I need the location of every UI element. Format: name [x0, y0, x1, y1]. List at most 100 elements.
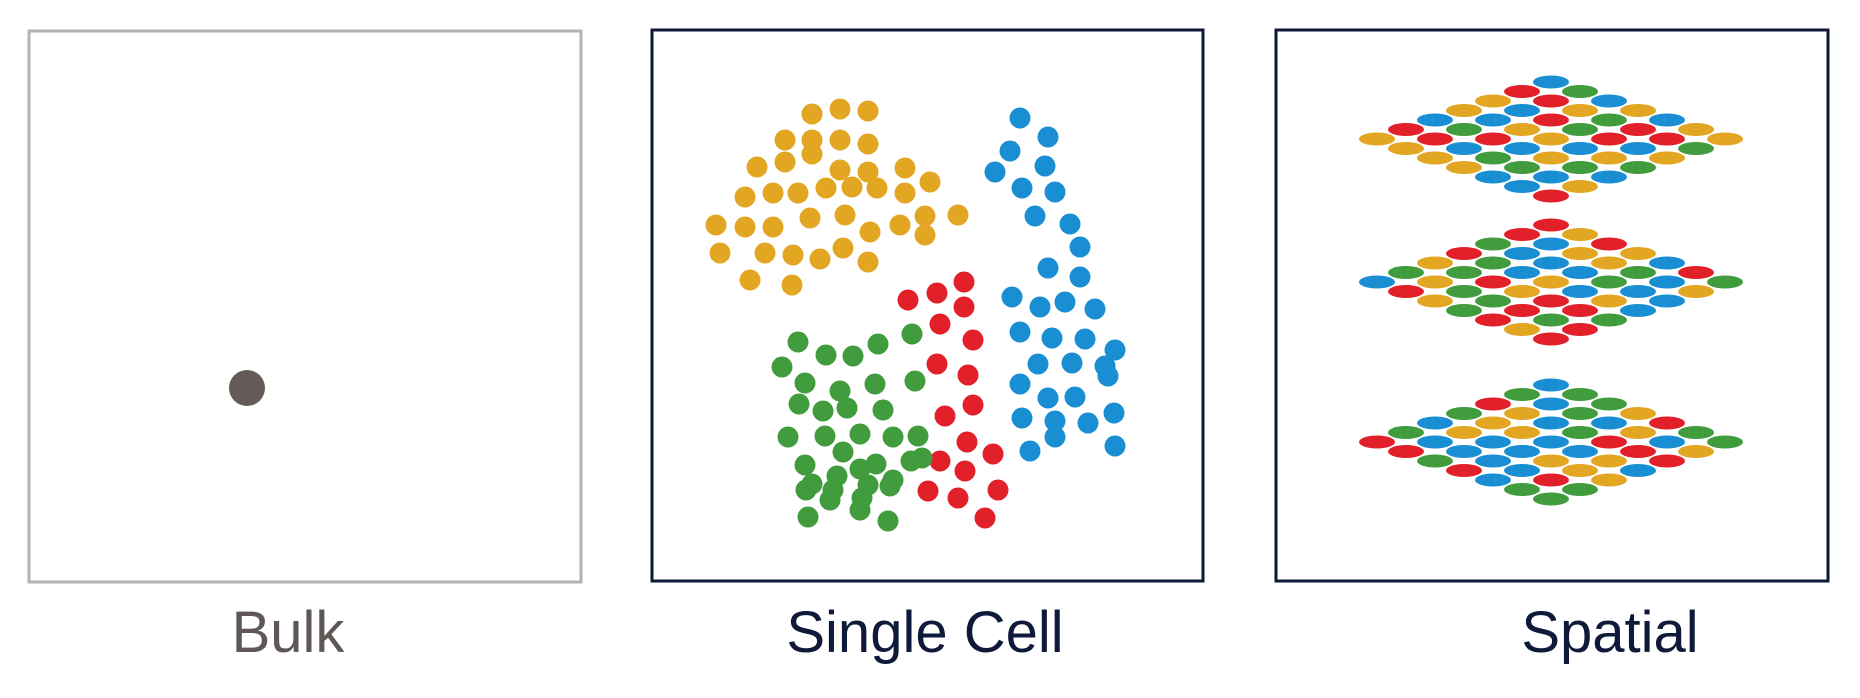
single-cell-blue-dot: [1044, 181, 1066, 203]
single-cell-blue-dot: [1041, 327, 1063, 349]
spatial-blue-spot: [1417, 113, 1453, 127]
single-cell-yellow-dot: [919, 171, 941, 193]
spatial-layer: [1359, 218, 1743, 346]
single-cell-yellow-dot: [782, 244, 804, 266]
single-cell-yellow-dot: [834, 204, 856, 226]
single-cell-blue-dot: [1077, 412, 1099, 434]
single-cell-blue-dot: [1084, 298, 1106, 320]
single-cell-yellow-dot: [801, 103, 823, 125]
single-cell-yellow-dot: [857, 161, 879, 183]
spatial-yellow-spot: [1678, 285, 1714, 298]
single-cell-yellow-dot: [857, 251, 879, 273]
spatial-blue-spot: [1562, 285, 1598, 298]
single-cell-red-dot: [953, 271, 975, 293]
single-cell-green-dot: [832, 441, 854, 463]
single-cell-blue-dot: [1009, 321, 1031, 343]
spatial-red-spot: [1533, 189, 1569, 203]
spatial-yellow-spot: [1591, 454, 1627, 468]
spatial-blue-spot: [1475, 113, 1511, 127]
spatial-green-spot: [1504, 483, 1540, 496]
single-cell-blue-dot: [1104, 339, 1126, 361]
spatial-red-spot: [1504, 304, 1540, 317]
single-cell-blue-dot: [1019, 440, 1041, 462]
spatial-yellow-spot: [1562, 247, 1598, 260]
spatial-yellow-spot: [1591, 256, 1627, 270]
single-cell-clusters: [705, 98, 1126, 532]
spatial-blue-spot: [1649, 294, 1685, 308]
single-cell-yellow-dot: [754, 242, 776, 264]
spatial-red-spot: [1533, 218, 1569, 232]
spatial-yellow-spot: [1417, 294, 1453, 308]
single-cell-blue-dot: [984, 161, 1006, 183]
single-cell-red-dot: [929, 450, 951, 472]
spatial-yellow-spot: [1562, 180, 1598, 193]
single-cell-yellow-dot: [894, 157, 916, 179]
spatial-green-spot: [1475, 151, 1511, 165]
spatial-yellow-spot: [1504, 407, 1540, 420]
spatial-blue-spot: [1533, 75, 1569, 89]
spatial-red-spot: [1533, 294, 1569, 308]
spatial-red-spot: [1388, 285, 1424, 298]
spatial-blue-spot: [1562, 266, 1598, 279]
spatial-green-spot: [1533, 492, 1569, 506]
spatial-red-spot: [1620, 123, 1656, 136]
spatial-blue-spot: [1417, 435, 1453, 449]
single-cell-yellow-dot: [781, 274, 803, 296]
spatial-green-spot: [1446, 266, 1482, 279]
single-cell-blue-dot: [1074, 328, 1096, 350]
spatial-red-spot: [1475, 397, 1511, 411]
single-cell-green-dot: [879, 475, 901, 497]
single-cell-green-dot: [842, 345, 864, 367]
spatial-blue-spot: [1475, 170, 1511, 184]
spatial-red-spot: [1504, 228, 1540, 241]
single-cell-blue-dot: [1009, 107, 1031, 129]
spatial-layers: [1359, 75, 1743, 506]
single-cell-green-dot: [812, 400, 834, 422]
bulk-label: Bulk: [232, 600, 346, 665]
single-cell-red-dot: [974, 507, 996, 529]
single-cell-green-dot: [901, 323, 923, 345]
single-cell-blue-dot: [1037, 257, 1059, 279]
spatial-green-spot: [1446, 285, 1482, 298]
spatial-red-spot: [1475, 313, 1511, 327]
spatial-red-spot: [1475, 132, 1511, 146]
single-cell-blue-dot: [1044, 426, 1066, 448]
single-cell-red-dot: [897, 289, 919, 311]
spatial-green-spot: [1678, 426, 1714, 439]
single-cell-yellow-dot: [762, 182, 784, 204]
single-cell-yellow-dot: [829, 159, 851, 181]
spatial-green-spot: [1504, 161, 1540, 174]
spatial-green-spot: [1620, 266, 1656, 279]
single-cell-blue-dot: [1011, 407, 1033, 429]
single-cell-green-dot: [907, 425, 929, 447]
single-cell-green-dot: [849, 499, 871, 521]
single-cell-green-dot: [872, 399, 894, 421]
spatial-green-spot: [1446, 407, 1482, 420]
single-cell-red-dot: [947, 487, 969, 509]
single-cell-blue-dot: [1027, 353, 1049, 375]
spatial-red-spot: [1533, 113, 1569, 127]
spatial-red-spot: [1417, 132, 1453, 146]
spatial-yellow-spot: [1504, 323, 1540, 336]
single-cell-green-dot: [836, 397, 858, 419]
single-cell-green-dot: [867, 333, 889, 355]
spatial-yellow-spot: [1504, 123, 1540, 136]
spatial-blue-spot: [1649, 256, 1685, 270]
spatial-red-spot: [1504, 85, 1540, 98]
spatial-red-spot: [1533, 473, 1569, 487]
spatial-yellow-spot: [1562, 228, 1598, 241]
spatial-yellow-spot: [1707, 132, 1743, 146]
spatial-red-spot: [1562, 323, 1598, 336]
single-cell-green-dot: [794, 454, 816, 476]
spatial-green-spot: [1417, 454, 1453, 468]
spatial-red-spot: [1533, 94, 1569, 108]
spatial-red-spot: [1591, 435, 1627, 449]
spatial-red-spot: [1359, 435, 1395, 449]
single-cell-green-dot: [771, 356, 793, 378]
single-cell-red-dot: [957, 364, 979, 386]
single-cell-yellow-dot: [709, 242, 731, 264]
spatial-blue-spot: [1475, 473, 1511, 487]
single-cell-blue-dot: [1001, 286, 1023, 308]
single-cell-green-dot: [911, 447, 933, 469]
spatial-blue-spot: [1649, 435, 1685, 449]
